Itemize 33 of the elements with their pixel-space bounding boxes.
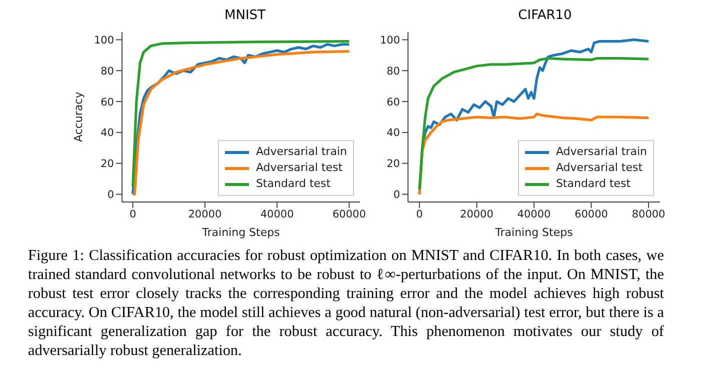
x-tick-label: 80000 <box>632 208 666 220</box>
legend-label: Adversarial test <box>556 160 643 176</box>
x-axis-title: Training Steps <box>494 226 574 239</box>
y-tick-label: 40 <box>386 127 400 140</box>
y-tick-label: 0 <box>393 189 400 201</box>
x-tick-label: 20000 <box>188 208 222 220</box>
legend-label: Adversarial test <box>256 160 343 176</box>
y-tick-label: 100 <box>94 34 114 46</box>
caption: Figure 1: Classification accuracies for robust optimization on MNIST and CIFAR10. In both cases, we trained standard convolutional networks to be robust to ℓ∞-perturbations of the input. On MNIST, the robust test error closely tracks the corresponding training error and the model achieves high robust accuracy. On CIFAR10, the model still achieves a good natural (non-adversarial) test error, but there is a significant generalization gap for the robust accuracy. This phenomenon motivates our study of adversarially robust generalization. <box>27 246 665 360</box>
y-tick-label: 40 <box>100 127 114 140</box>
x-tick-label: 40000 <box>517 208 551 220</box>
legend-label: Standard test <box>256 176 331 192</box>
x-tick-label: 60000 <box>332 208 366 220</box>
y-tick-label: 0 <box>107 189 114 201</box>
y-tick-label: 60 <box>100 96 114 108</box>
legend-label: Adversarial train <box>256 144 347 160</box>
y-tick-label: 20 <box>100 158 114 170</box>
y-tick-label: 60 <box>386 96 400 108</box>
x-tick-label: 60000 <box>574 208 608 220</box>
y-tick-label: 80 <box>386 65 400 78</box>
legend-label: Adversarial train <box>556 144 647 160</box>
x-tick-label: 20000 <box>460 208 494 220</box>
y-axis-title: Accuracy <box>72 91 85 142</box>
y-tick-label: 20 <box>386 158 400 170</box>
x-tick-label: 40000 <box>260 208 294 220</box>
y-tick-label: 100 <box>380 34 400 46</box>
chart-title: MNIST <box>224 8 266 25</box>
x-tick-label: 0 <box>129 208 136 220</box>
chart-title: CIFAR10 <box>517 8 573 25</box>
y-tick-label: 80 <box>100 65 114 78</box>
x-tick-label: 0 <box>416 208 423 220</box>
legend-label: Standard test <box>556 176 631 192</box>
x-axis-title: Training Steps <box>201 226 280 239</box>
